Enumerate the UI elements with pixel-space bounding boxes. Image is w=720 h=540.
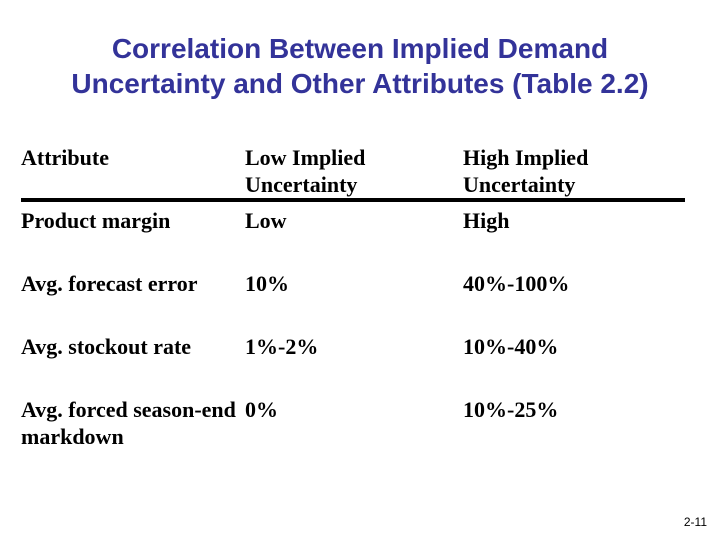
high-value-cell: High <box>463 208 510 233</box>
slide-title-line-1: Correlation Between Implied Demand <box>111 33 609 64</box>
column-header-low-implied-uncertainty: Low Implied Uncertainty <box>245 145 366 197</box>
table-row-avg-forecast-error: Avg. forecast error 10% 40%-100% <box>21 265 685 328</box>
slide-title: Correlation Between Implied Demand Uncer… <box>0 31 720 101</box>
column-header-attribute: Attribute <box>21 145 109 170</box>
low-value-cell: Low <box>245 208 287 233</box>
table-row-avg-forced-season-end-markdown: Avg. forced season-end markdown 0% 10%-2… <box>21 391 685 454</box>
table-header-row: Attribute Low Implied Uncertainty High I… <box>21 144 685 202</box>
low-value-cell: 0% <box>245 397 278 422</box>
page-number: 2-11 <box>683 515 707 529</box>
low-value-cell: 1%-2% <box>245 334 319 359</box>
attribute-cell: Avg. stockout rate <box>21 334 192 359</box>
low-value-cell: 10% <box>245 271 289 296</box>
slide-title-line-2: Uncertainty and Other Attributes (Table … <box>71 68 649 99</box>
attributes-table: Attribute Low Implied Uncertainty High I… <box>21 144 685 454</box>
high-value-cell: 40%-100% <box>463 271 570 296</box>
high-value-cell: 10%-40% <box>463 334 559 359</box>
high-value-cell: 10%-25% <box>463 397 559 422</box>
attribute-cell: Avg. forecast error <box>21 271 198 296</box>
table-row-avg-stockout-rate: Avg. stockout rate 1%-2% 10%-40% <box>21 328 685 391</box>
attribute-cell: Avg. forced season-end markdown <box>21 397 236 449</box>
column-header-high-implied-uncertainty: High Implied Uncertainty <box>463 145 589 197</box>
table-row-product-margin: Product margin Low High <box>21 202 685 265</box>
attribute-cell: Product margin <box>21 208 171 233</box>
